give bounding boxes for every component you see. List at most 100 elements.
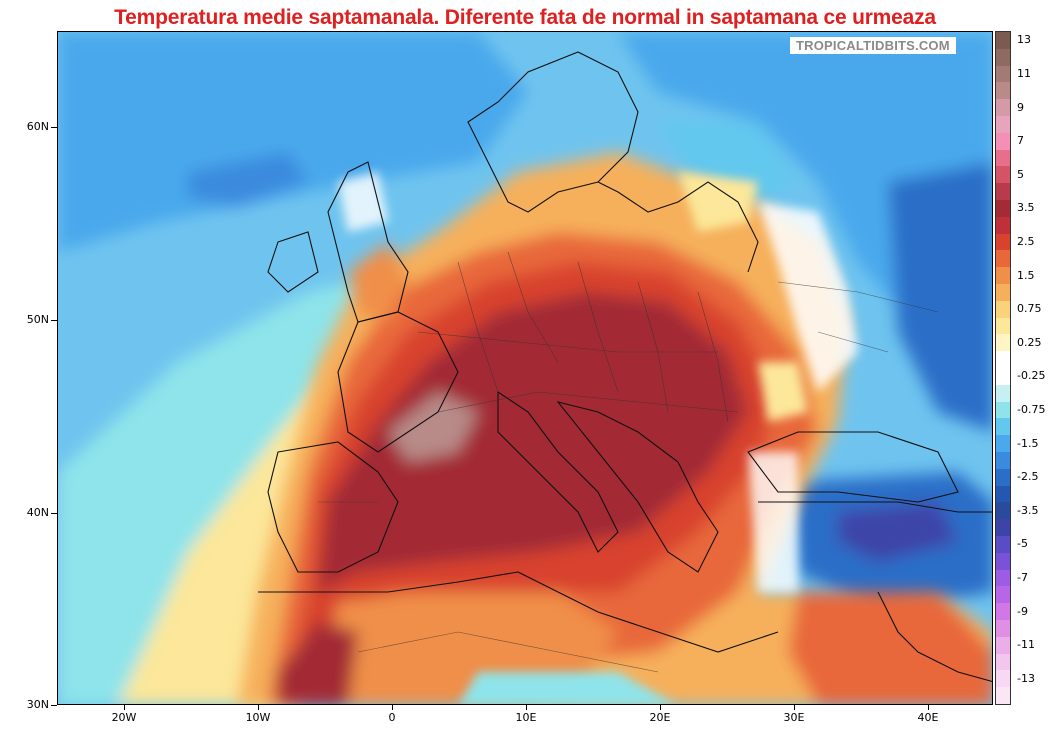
legend-swatch [996,418,1010,436]
legend-label: 3.5 [1017,201,1035,215]
pale-atlantic-belt [58,272,388,704]
legend-swatch [996,334,1010,352]
legend-label: 1.5 [1017,268,1035,282]
legend-swatch [996,300,1010,318]
legend-swatch [996,216,1010,234]
white-band-britain [338,172,388,232]
cold-iceland [188,152,308,207]
legend-label: -11 [1017,638,1035,652]
lon-label-10e: 10E [515,711,537,724]
legend-swatch [996,48,1010,66]
cold-north-atlantic [58,32,528,252]
legend-label: 0.25 [1017,335,1042,349]
cold-turkey-core [838,502,958,562]
legend-swatch [996,552,1010,570]
warm-hot-spots [388,392,478,462]
legend-swatch [996,368,1010,385]
coast-ireland [267,231,319,293]
white-band-balkans [748,452,798,592]
lon-tick-mark [794,705,795,710]
yellow-balkan [758,362,808,422]
legend-swatch [996,670,1010,688]
lon-label-10w: 10W [245,711,271,724]
mideast-warm [788,592,992,704]
yellow-baltic [678,172,758,232]
legend-swatch [996,317,1010,335]
lat-tick-mark [51,705,57,706]
lon-tick-mark [392,705,393,710]
legend-swatch [996,132,1010,150]
coast-france [337,311,459,453]
coast-blacksea [747,431,959,503]
legend-swatch [996,284,1010,301]
legend-swatch [996,653,1010,671]
lon-tick-mark [526,705,527,710]
legend-swatch [996,468,1010,486]
color-legend-bar [995,31,1011,705]
map-title: Temperatura medie saptamanala. Diferente… [114,6,936,29]
border-1 [457,261,499,393]
lon-label-0: 0 [388,711,396,724]
lon-tick-mark [124,705,125,710]
lat-tick-mark [51,127,57,128]
cold-east [888,162,992,432]
legend-label: -3.5 [1017,503,1039,517]
legend-swatch [996,603,1010,621]
lat-label-60n: 60N [26,120,49,133]
coast-baltic [597,181,759,273]
coast-iberia [267,441,399,573]
legend-label: 0.75 [1017,302,1042,316]
legend-swatch [996,65,1010,83]
coast-italy [497,390,619,553]
legend-label: 2.5 [1017,235,1035,248]
lat-label-30n: 30N [26,698,49,711]
sahara-cold [459,672,675,704]
legend-swatch [996,485,1010,503]
legend-swatch [996,519,1010,537]
legend-swatch [996,99,1010,117]
map-panel [57,31,993,705]
coast-balkans [556,401,719,573]
legend-swatch [996,636,1010,654]
legend-swatch [996,351,1010,369]
legend-label: 11 [1017,67,1031,80]
legend-swatch [996,435,1010,453]
border-3 [577,261,619,393]
watermark: TROPICALTIDBITS.COM [790,37,956,54]
legend-swatch [996,116,1010,133]
coast-africa [258,571,779,653]
legend-swatch [996,502,1010,520]
border-11 [817,331,889,353]
legend-swatch [996,233,1010,251]
border-5 [697,291,729,423]
border-6 [417,331,718,353]
legend-label: -9 [1017,604,1028,618]
legend-label: -2.5 [1017,470,1039,484]
lon-label-20e: 20E [649,711,671,724]
lon-tick-mark [258,705,259,710]
legend-label: 9 [1017,100,1024,114]
legend-swatch [996,687,1010,704]
lat-label-50n: 50N [26,313,49,326]
legend-label: -0.25 [1017,369,1046,383]
coast-scandinavia [467,51,639,213]
legend-swatch [996,536,1010,553]
border-9 [357,631,659,673]
legend-swatch [996,149,1010,167]
legend-swatch [996,620,1010,637]
legend-swatch [996,32,1010,49]
lat-tick-mark [51,513,57,514]
legend-swatch [996,166,1010,184]
lon-label-20w: 20W [111,711,137,724]
lon-tick-mark [660,705,661,710]
legend-label: -1.5 [1017,436,1039,450]
white-band-east [758,202,858,392]
lon-tick-mark [928,705,929,710]
legend-label: -7 [1017,571,1028,584]
legend-swatch [996,569,1010,587]
coastlines [258,51,992,683]
border-2 [507,251,559,363]
legend-swatch [996,452,1010,469]
legend-swatch [996,183,1010,201]
legend-swatch [996,586,1010,604]
